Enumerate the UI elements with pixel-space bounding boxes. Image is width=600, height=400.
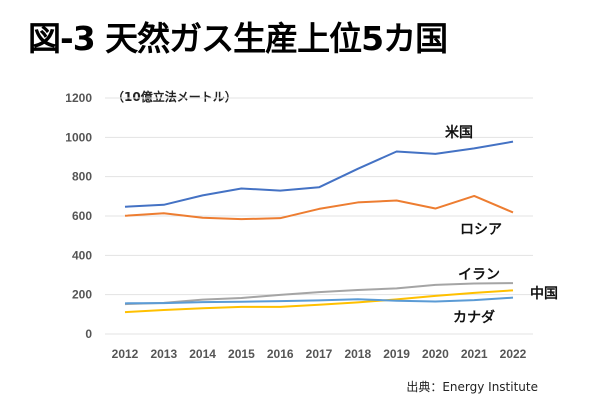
y-tick-label: 400 bbox=[72, 248, 92, 262]
series-label: カナダ bbox=[453, 309, 495, 326]
y-tick-label: 1200 bbox=[65, 91, 92, 105]
source-note: 出典：Energy Institute bbox=[406, 380, 538, 394]
y-tick-label: 200 bbox=[72, 288, 92, 302]
x-tick-label: 2016 bbox=[267, 347, 294, 361]
chart-title: 図-3 天然ガス生産上位5カ国 bbox=[28, 19, 448, 58]
x-tick-label: 2021 bbox=[461, 347, 488, 361]
x-tick-label: 2015 bbox=[228, 347, 255, 361]
x-tick-label: 2018 bbox=[344, 347, 371, 361]
series-line bbox=[124, 140, 514, 208]
x-tick-label: 2013 bbox=[150, 347, 177, 361]
x-tick-label: 2022 bbox=[500, 347, 527, 361]
x-tick-label: 2014 bbox=[189, 347, 216, 361]
x-tick-label: 2017 bbox=[306, 347, 333, 361]
x-tick-label: 2012 bbox=[112, 347, 139, 361]
series-label: ロシア bbox=[460, 222, 502, 238]
y-tick-label: 0 bbox=[85, 327, 92, 341]
x-tick-label: 2020 bbox=[422, 347, 449, 361]
y-axis-unit-label: （10億立法メートル） bbox=[112, 90, 237, 104]
series-label: 米国 bbox=[445, 124, 473, 141]
x-tick-label: 2019 bbox=[383, 347, 410, 361]
series-label: イラン bbox=[458, 267, 500, 283]
y-tick-label: 1000 bbox=[65, 130, 92, 144]
series-label: 中国 bbox=[530, 285, 558, 302]
y-tick-label: 600 bbox=[72, 209, 92, 223]
y-tick-label: 800 bbox=[72, 170, 92, 184]
